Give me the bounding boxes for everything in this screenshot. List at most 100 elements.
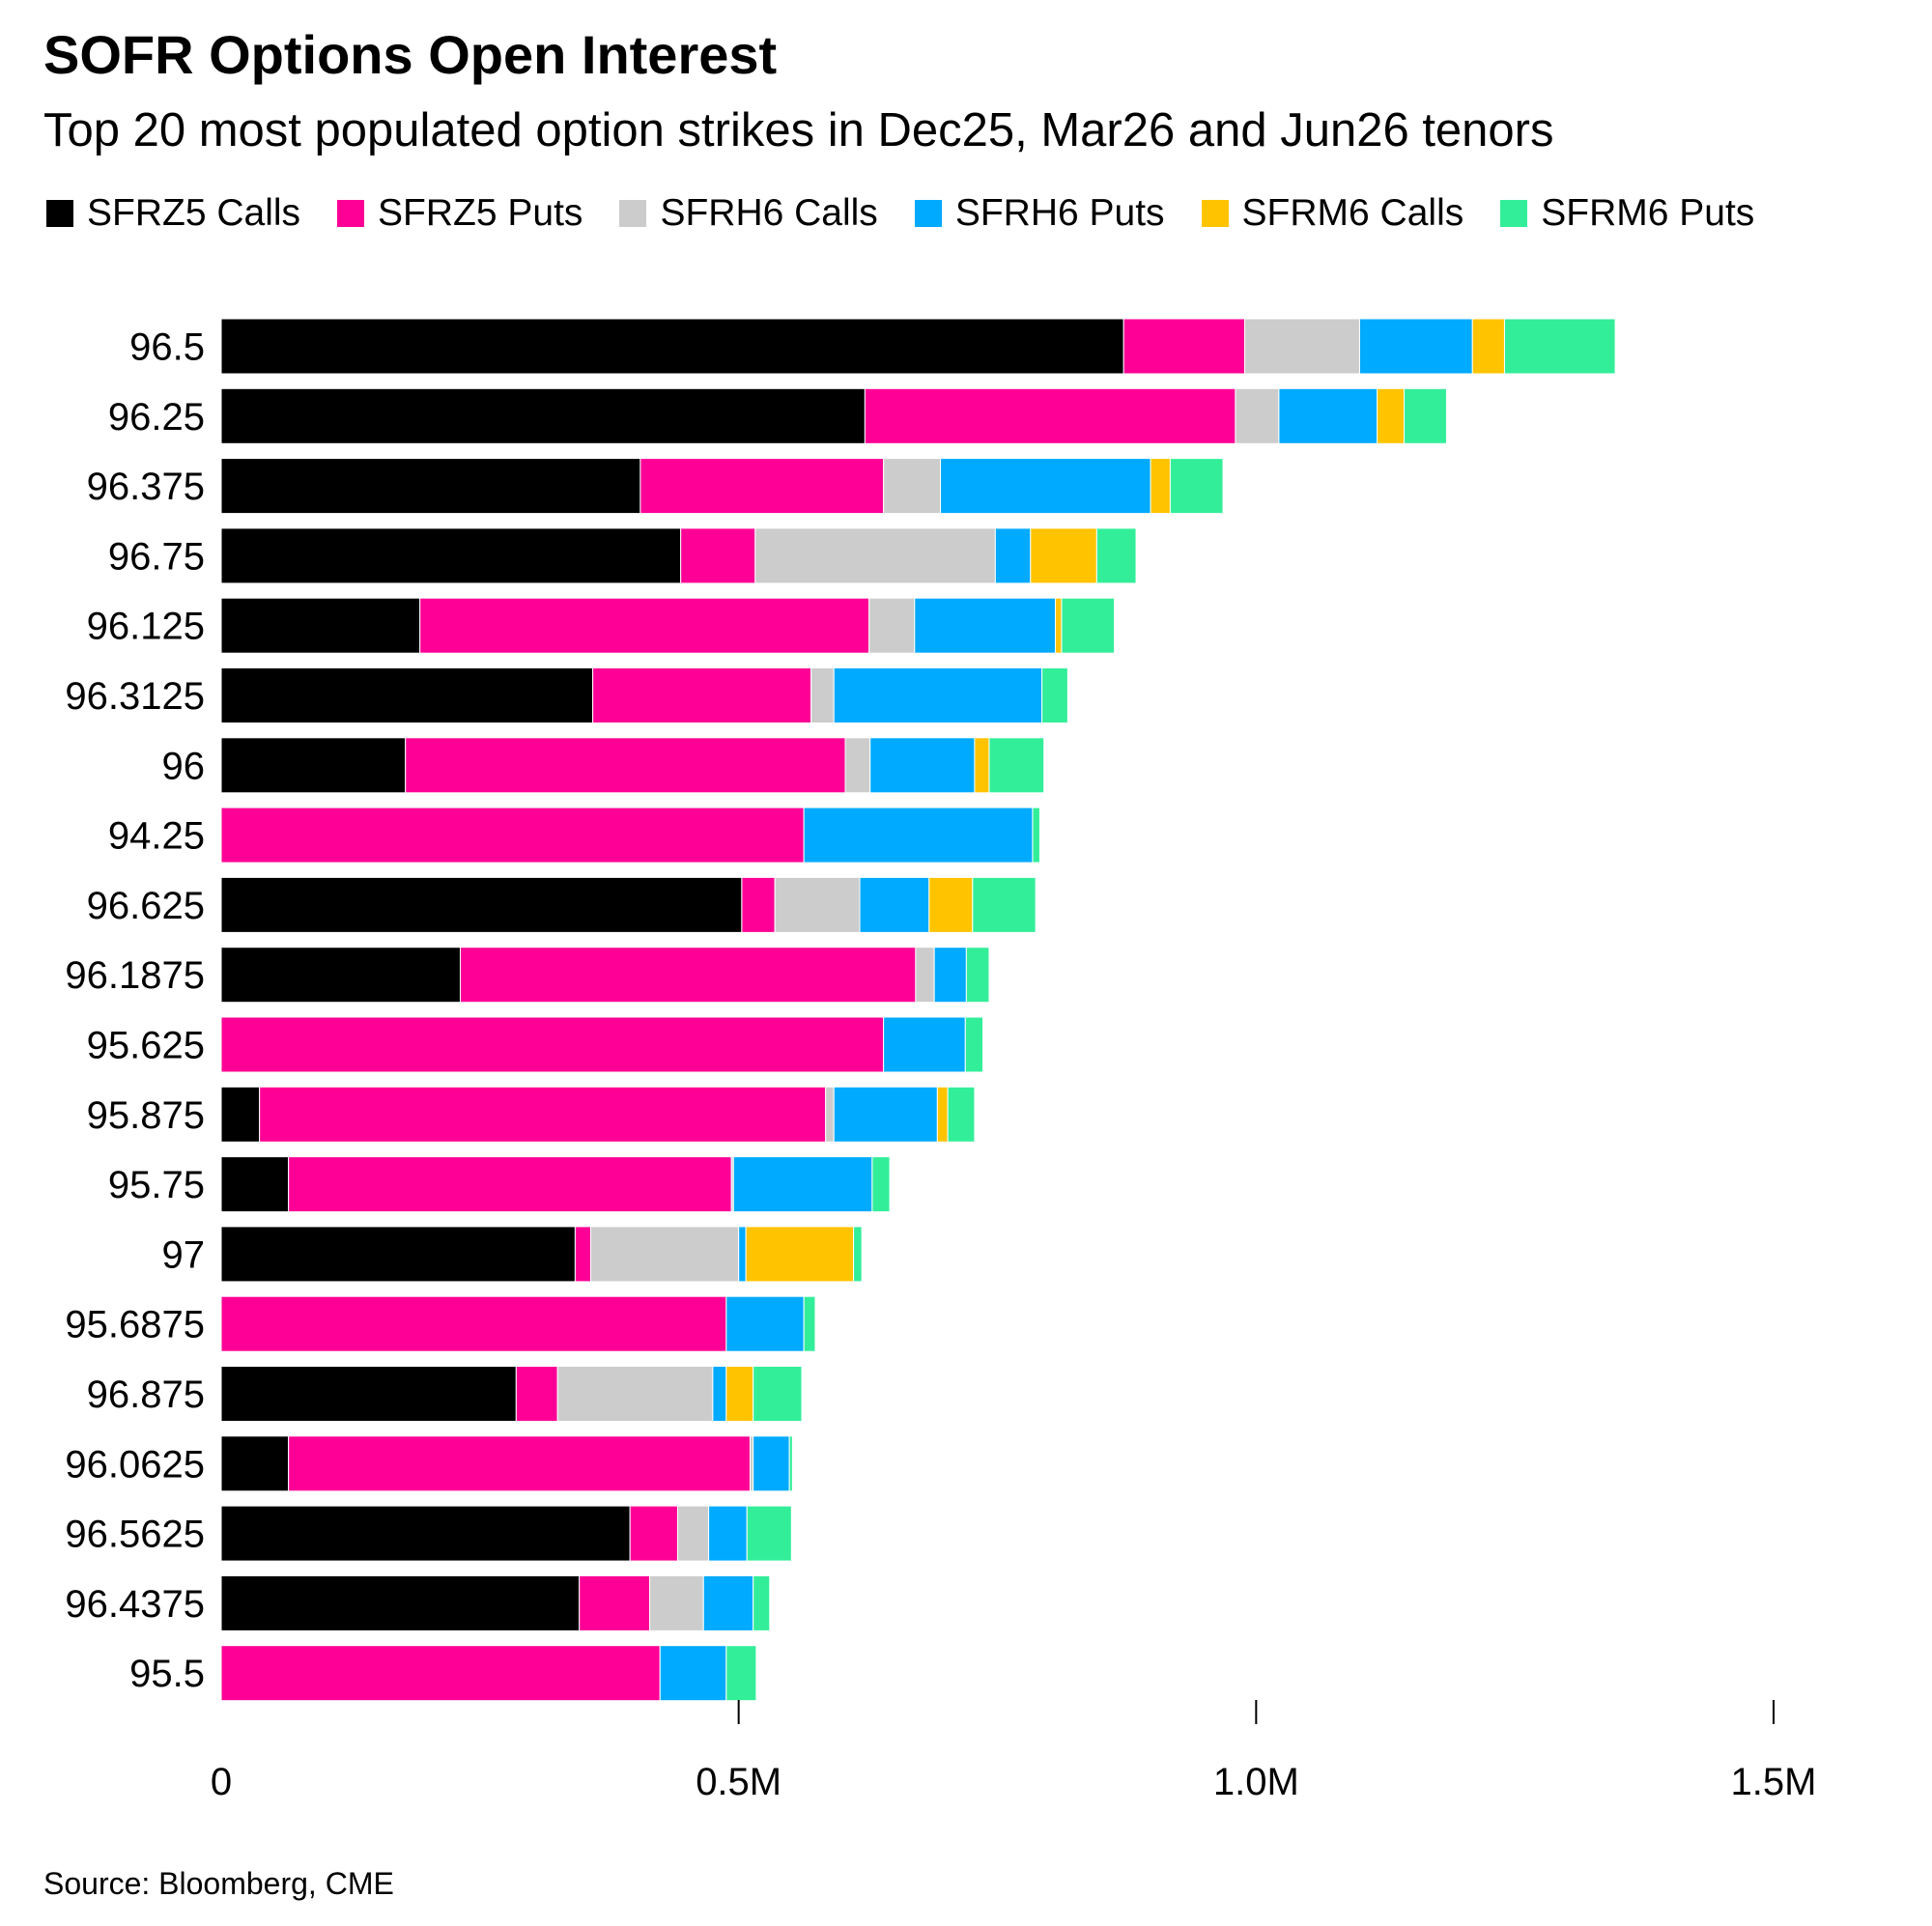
bar-segment-96-75-sfrm6-calls — [1030, 527, 1097, 584]
category-label: 96.25 — [108, 396, 205, 439]
bar-segment-96-1875-sfrm6-puts — [965, 947, 990, 1004]
bar-segment-96-5-sfrz5-calls — [220, 318, 1124, 375]
category-label: 95.625 — [87, 1025, 205, 1067]
bar-segment-95-875-sfrm6-calls — [936, 1086, 949, 1143]
bar-segment-97-sfrz5-calls — [220, 1226, 576, 1283]
bar-segment-96-5625-sfrz5-calls — [220, 1505, 631, 1562]
bar-segment-96-5625-sfrm6-puts — [746, 1505, 792, 1562]
bar-segment-96-4375-sfrh6-calls — [649, 1574, 704, 1631]
bar-segment-96-875-sfrz5-calls — [220, 1366, 517, 1422]
bar-segment-96-5625-sfrh6-puts — [708, 1505, 748, 1562]
bar-segment-96-sfrm6-puts — [988, 737, 1045, 794]
bar-segment-95-5-sfrm6-puts — [725, 1645, 757, 1702]
legend-swatch — [46, 200, 73, 227]
legend-swatch — [914, 200, 942, 227]
bar-segment-95-875-sfrz5-calls — [220, 1086, 261, 1143]
bar-segment-96-75-sfrz5-calls — [220, 527, 682, 584]
bar-segment-96-375-sfrz5-calls — [220, 458, 641, 515]
bar-segment-96-25-sfrm6-calls — [1377, 387, 1406, 444]
bar-segment-95-75-sfrz5-puts — [288, 1156, 732, 1213]
legend-label: SFRM6 Puts — [1541, 192, 1755, 234]
bar-segment-96-875-sfrh6-puts — [712, 1366, 727, 1422]
bar-segment-96-25-sfrz5-puts — [864, 387, 1236, 444]
bar-segment-96-375-sfrm6-puts — [1169, 458, 1224, 515]
bar-segment-96-625-sfrm6-puts — [972, 876, 1037, 933]
bar-chart-plot: 96.5 96.25 96.375 96.75 96.125 96.3125 96 94.25… — [65, 318, 1816, 1803]
bar-segment-96-4375-sfrm6-puts — [753, 1574, 771, 1631]
bar-segment-96-0625-sfrz5-puts — [288, 1435, 751, 1492]
bar-segment-97-sfrh6-puts — [738, 1226, 747, 1283]
legend-item-sfrm6-calls: SFRM6 Calls — [1201, 191, 1463, 236]
bar-segment-95-5-sfrz5-puts — [220, 1645, 661, 1702]
bar-segment-96-375-sfrh6-calls — [883, 458, 942, 515]
bar-segment-96-5-sfrh6-calls — [1244, 318, 1360, 375]
x-axis-tick-label: 0.5M — [696, 1761, 781, 1803]
bar-segment-96-1875-sfrh6-calls — [915, 947, 935, 1004]
bar-segment-96-0625-sfrh6-puts — [753, 1435, 790, 1492]
bar-segment-96-3125-sfrz5-calls — [220, 667, 594, 723]
legend-swatch — [337, 200, 365, 227]
bar-segment-97-sfrh6-calls — [589, 1226, 740, 1283]
legend-item-sfrz5-puts: SFRZ5 Puts — [337, 191, 582, 236]
x-axis-tick-label: 1.0M — [1213, 1761, 1299, 1803]
category-label: 95.875 — [87, 1094, 205, 1137]
category-label: 96.375 — [87, 466, 205, 508]
legend-swatch — [1201, 200, 1229, 227]
bar-segment-96-375-sfrh6-puts — [940, 458, 1151, 515]
bar-segment-96-sfrm6-calls — [974, 737, 990, 794]
bar-segment-96-1875-sfrz5-puts — [459, 947, 917, 1004]
bar-segment-94-25-sfrz5-puts — [220, 807, 805, 864]
bar-segment-96-25-sfrz5-calls — [220, 387, 866, 444]
bar-segment-96-125-sfrz5-puts — [419, 597, 870, 654]
bar-segment-96-5625-sfrz5-puts — [629, 1505, 678, 1562]
bar-segment-95-625-sfrm6-puts — [964, 1016, 983, 1073]
bar-segment-95-75-sfrm6-puts — [871, 1156, 891, 1213]
category-label: 96.5 — [129, 326, 205, 369]
category-label: 95.6875 — [65, 1304, 205, 1346]
bar-segment-96-75-sfrm6-puts — [1095, 527, 1137, 584]
legend-item-sfrh6-calls: SFRH6 Calls — [619, 191, 878, 236]
category-label: 96.75 — [108, 535, 205, 578]
bar-segment-96-0625-sfrm6-puts — [788, 1435, 793, 1492]
category-label: 96.875 — [87, 1374, 205, 1416]
chart-legend: SFRZ5 Calls SFRZ5 Puts SFRH6 Calls SFRH6 Pu… — [46, 191, 1785, 236]
category-label: 96.125 — [87, 606, 205, 648]
bar-segment-96-875-sfrm6-calls — [725, 1366, 754, 1422]
bar-segment-95-6875-sfrm6-puts — [803, 1295, 816, 1352]
bar-segment-95-875-sfrm6-puts — [947, 1086, 976, 1143]
bar-segment-96-sfrz5-puts — [405, 737, 846, 794]
chart-subtitle: Top 20 most populated option strikes in … — [43, 104, 1554, 156]
legend-label: SFRZ5 Puts — [378, 192, 583, 234]
chart-source: Source: Bloomberg, CME — [43, 1866, 394, 1901]
category-label: 96.4375 — [65, 1583, 205, 1626]
bar-segment-95-875-sfrh6-calls — [825, 1086, 835, 1143]
bar-segment-96-625-sfrz5-puts — [741, 876, 776, 933]
category-label: 95.75 — [108, 1164, 205, 1206]
bar-segment-96-625-sfrm6-calls — [928, 876, 974, 933]
bar-segment-96-25-sfrh6-calls — [1235, 387, 1280, 444]
bar-segment-96-875-sfrm6-puts — [753, 1366, 803, 1422]
bar-segment-96-4375-sfrz5-calls — [220, 1574, 581, 1631]
bar-segment-96-125-sfrh6-puts — [914, 597, 1056, 654]
bar-segment-97-sfrm6-calls — [745, 1226, 855, 1283]
bar-segment-96-4375-sfrh6-puts — [702, 1574, 754, 1631]
category-label: 96.5625 — [65, 1514, 205, 1556]
bar-segment-95-6875-sfrz5-puts — [220, 1295, 727, 1352]
bar-segment-95-875-sfrh6-puts — [833, 1086, 938, 1143]
legend-item-sfrh6-puts: SFRH6 Puts — [914, 191, 1165, 236]
x-axis-tick-label: 0 — [211, 1761, 232, 1803]
bar-segment-96-5-sfrm6-puts — [1503, 318, 1616, 375]
bar-segment-96-75-sfrz5-puts — [680, 527, 756, 584]
bar-segment-96-75-sfrh6-puts — [994, 527, 1032, 584]
bar-segment-96-75-sfrh6-calls — [754, 527, 996, 584]
bar-segment-96-1875-sfrz5-calls — [220, 947, 461, 1004]
category-label: 96.3125 — [65, 675, 205, 718]
bar-segment-95-875-sfrz5-puts — [259, 1086, 827, 1143]
bar-segment-96-5-sfrz5-puts — [1122, 318, 1246, 375]
bar-segment-96-5-sfrm6-calls — [1471, 318, 1505, 375]
bar-segment-96-3125-sfrm6-puts — [1041, 667, 1068, 723]
bar-segment-95-625-sfrh6-puts — [883, 1016, 966, 1073]
bar-segment-94-25-sfrh6-puts — [803, 807, 1034, 864]
category-label: 94.25 — [108, 815, 205, 858]
